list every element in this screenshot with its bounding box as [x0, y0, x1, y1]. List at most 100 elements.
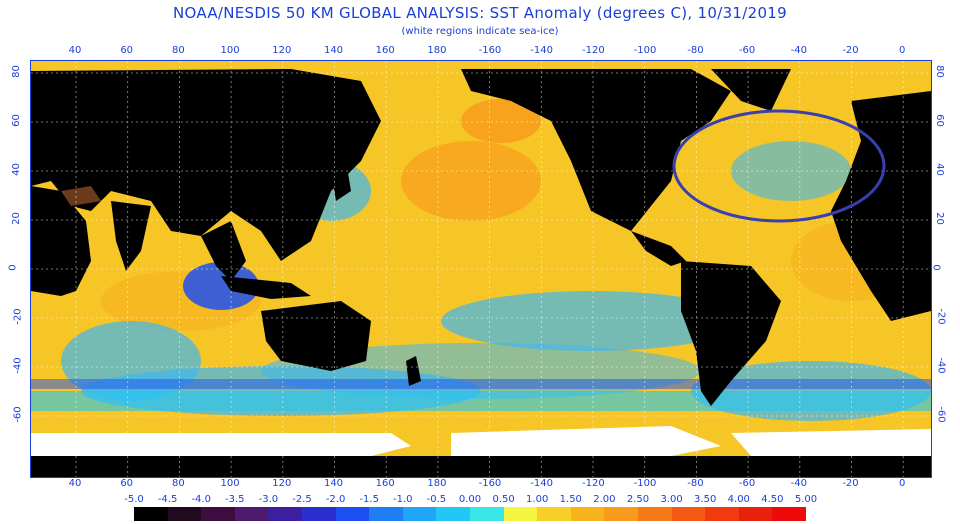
legend-value-label: 2.00	[593, 494, 616, 505]
x-tick-label: 120	[272, 45, 292, 56]
y-tick-label: -20	[935, 308, 947, 325]
central-america	[631, 231, 686, 266]
indonesia	[221, 276, 311, 299]
y-tick-label: 0	[930, 264, 942, 271]
legend-color-cell	[369, 507, 403, 521]
y-tick-label: 20	[933, 212, 945, 225]
x-tick-label: 60	[120, 478, 134, 489]
x-tick-label: -140	[530, 45, 553, 56]
legend-value-label: 4.00	[727, 494, 750, 505]
x-tick-label: 140	[323, 478, 344, 489]
x-tick-label: 180	[427, 45, 447, 56]
legend-value-label: -4.5	[157, 494, 178, 505]
x-tick-label: -80	[687, 45, 704, 56]
southeast-asia	[201, 221, 246, 281]
legend-color-cell	[772, 507, 806, 521]
india	[111, 201, 151, 271]
x-tick-label: -20	[842, 478, 859, 489]
legend-value-label: 2.50	[626, 494, 650, 505]
y-tick-label: -60	[935, 406, 947, 423]
cool-anomaly-patch	[441, 291, 741, 351]
y-tick-label: -40	[935, 357, 947, 374]
x-tick-label: -100	[633, 45, 657, 56]
x-tick-label: 80	[172, 478, 185, 489]
y-tick-label: 60	[10, 114, 22, 127]
sea-ice-antarctic-west	[31, 433, 411, 456]
legend-color-cell	[301, 507, 336, 521]
y-tick-label: 20	[10, 212, 22, 225]
legend-values: -5.0 -4.5 -4.0 -3.5 -3.0 -2.5 -2.0 -1.5 -1.0 -0.5…	[0, 494, 960, 506]
x-tick-label: -40	[790, 45, 807, 56]
x-tick-label: -160	[478, 45, 502, 56]
legend-value-label: 3.50	[694, 494, 717, 505]
x-tick-label: -20	[842, 45, 859, 56]
y-tick-label: 60	[933, 114, 945, 127]
x-tick-label: -160	[478, 478, 502, 489]
x-tick-label: -140	[530, 478, 553, 489]
x-tick-label: 100	[220, 478, 240, 489]
new-zealand	[406, 356, 421, 386]
map-title: NOAA/NESDIS 50 KM GLOBAL ANALYSIS: SST A…	[173, 4, 787, 22]
cool-anomaly-patch	[183, 262, 259, 310]
legend-value-label: 3.00	[660, 494, 683, 505]
africa-east-arabia	[31, 186, 91, 296]
y-tick-label: -20	[12, 308, 24, 325]
legend-color-cell	[234, 507, 269, 521]
legend-color-cell	[436, 507, 470, 521]
warm-anomaly-patch	[461, 99, 541, 143]
x-tick-label: 140	[323, 45, 344, 56]
legend-value-label: 1.00	[526, 494, 549, 505]
legend-value-label: -3.5	[225, 494, 245, 505]
legend-value-label: 0.00	[458, 494, 482, 505]
legend-color-cell	[469, 507, 504, 521]
legend-value-label: -4.0	[191, 494, 211, 505]
legend-color-cell	[604, 507, 638, 521]
x-tick-label: 0	[899, 45, 906, 56]
legend-value-label: -5.0	[124, 494, 144, 505]
x-tick-label: 160	[375, 45, 395, 56]
warm-anomaly-patch	[401, 141, 541, 221]
x-tick-label: -60	[738, 45, 756, 56]
legend-color-cell	[503, 507, 538, 521]
y-tick-label: 0	[7, 264, 19, 271]
north-atlantic-highlight-ellipse	[672, 109, 886, 223]
legend-value-label: 5.00	[794, 494, 818, 505]
legend-color-cell	[671, 507, 706, 521]
legend-value-label: -2.5	[292, 494, 312, 505]
x-tick-label: 0	[899, 478, 906, 489]
x-tick-label: 120	[272, 478, 292, 489]
legend-color-cell	[537, 507, 571, 521]
x-tick-label: 40	[68, 45, 82, 56]
legend-color-cell	[201, 507, 235, 521]
eurasia	[31, 69, 381, 261]
legend-value-label: -2.0	[325, 494, 346, 505]
legend-color-cell	[134, 507, 168, 521]
sea-ice-antarctic-east	[731, 429, 931, 456]
legend-color-cell	[738, 507, 773, 521]
y-tick-label: 40	[10, 163, 22, 176]
y-tick-label: 40	[933, 163, 945, 176]
x-tick-label: -100	[633, 478, 657, 489]
x-tick-label: -120	[582, 45, 605, 56]
legend-colorbar	[134, 507, 806, 521]
legend-value-label: -0.5	[426, 494, 447, 505]
greenland	[711, 69, 791, 111]
x-tick-label: -120	[582, 478, 605, 489]
sea-ice-antarctic-central	[451, 426, 721, 456]
legend-color-cell	[402, 507, 437, 521]
legend-color-cell	[637, 507, 672, 521]
legend-value-label: 1.50	[559, 494, 582, 505]
caspian-sea	[61, 186, 101, 206]
map-subtitle: (white regions indicate sea-ice)	[401, 26, 559, 37]
x-tick-label: 60	[120, 45, 134, 56]
legend-value-label: 4.50	[761, 494, 784, 505]
legend-color-cell	[570, 507, 605, 521]
x-tick-label: -40	[790, 478, 807, 489]
legend-color-cell	[167, 507, 202, 521]
land-masses	[31, 69, 931, 477]
legend-value-label: -1.0	[393, 494, 413, 505]
y-tick-label: -60	[12, 406, 24, 423]
y-tick-label: 80	[10, 65, 22, 78]
south-america	[681, 261, 781, 406]
map-canvas	[31, 61, 931, 477]
